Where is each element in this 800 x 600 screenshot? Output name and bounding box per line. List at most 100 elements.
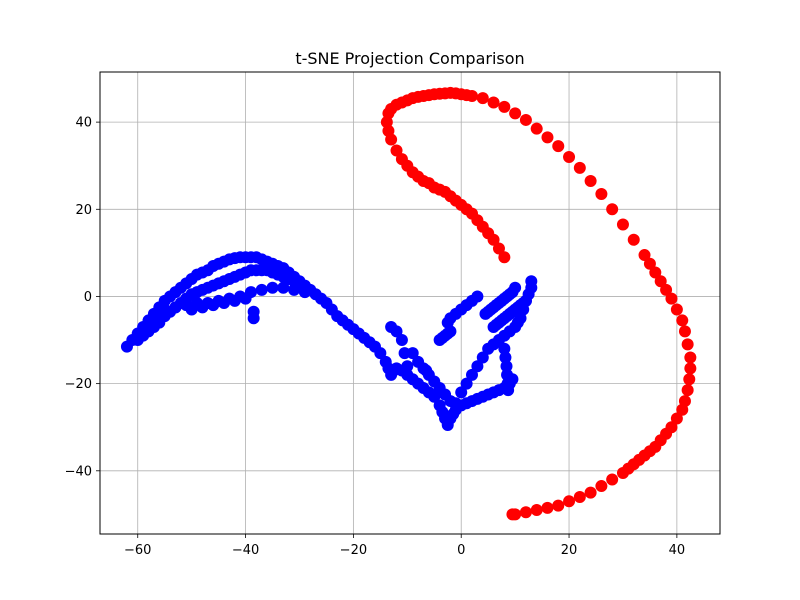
data-point	[239, 292, 252, 305]
data-point	[266, 281, 279, 294]
data-point	[530, 504, 543, 517]
y-tick-label: −20	[65, 377, 92, 392]
data-point	[541, 131, 554, 144]
data-point	[595, 480, 608, 493]
data-point	[684, 351, 697, 364]
data-point	[218, 297, 230, 309]
data-point	[506, 508, 519, 521]
scatter-points	[120, 86, 697, 521]
data-point	[530, 122, 543, 135]
data-point	[573, 490, 586, 503]
data-point	[519, 506, 532, 519]
data-point	[185, 303, 198, 316]
data-point	[627, 233, 640, 246]
x-tick-label: 40	[669, 543, 686, 558]
y-tick-label: −40	[65, 464, 92, 479]
data-point	[678, 325, 691, 338]
data-point	[660, 283, 673, 296]
data-point	[500, 360, 513, 373]
data-point	[519, 113, 532, 126]
axis-ticks: −60 −40 −20 0 20 40 −40 −20 0 20 40	[65, 116, 686, 558]
data-point	[595, 188, 608, 201]
data-point	[681, 338, 694, 351]
data-point	[563, 495, 576, 508]
y-tick-label: 20	[75, 203, 92, 218]
data-point	[466, 368, 478, 381]
data-point	[681, 384, 694, 397]
data-point	[498, 251, 511, 264]
x-tick-label: −20	[340, 543, 367, 558]
data-point	[288, 283, 301, 296]
series-0-points	[120, 251, 538, 432]
data-point	[683, 373, 696, 386]
data-point	[196, 301, 209, 314]
data-point	[492, 242, 505, 255]
data-point	[584, 174, 597, 187]
data-point	[498, 342, 511, 355]
data-point	[606, 203, 619, 216]
data-point	[509, 107, 522, 120]
data-point	[374, 347, 387, 360]
data-point	[649, 266, 662, 279]
data-point	[395, 334, 408, 347]
series-1-points	[380, 86, 697, 521]
data-point	[247, 312, 260, 325]
data-point	[390, 144, 403, 157]
data-point	[643, 257, 656, 270]
data-point	[476, 92, 489, 105]
data-point	[428, 390, 441, 403]
y-tick-label: 0	[84, 290, 92, 305]
x-tick-label: 0	[457, 543, 465, 558]
data-point	[158, 303, 171, 316]
data-point	[654, 275, 667, 288]
x-tick-label: 20	[561, 543, 578, 558]
data-point	[638, 249, 651, 262]
x-tick-label: −60	[124, 543, 151, 558]
y-tick-label: 40	[75, 116, 92, 131]
data-point	[449, 397, 462, 410]
data-point	[169, 301, 182, 314]
plot-frame	[99, 71, 721, 535]
data-point	[552, 499, 565, 512]
data-point	[255, 283, 268, 296]
x-tick-label: −40	[232, 543, 259, 558]
data-point	[584, 486, 597, 499]
data-point	[616, 218, 629, 231]
data-point	[684, 362, 697, 375]
data-point	[499, 351, 512, 364]
data-point	[509, 281, 522, 294]
chart-title: t-SNE Projection Comparison	[295, 49, 524, 68]
data-point	[616, 466, 629, 479]
data-point	[471, 290, 484, 303]
data-point	[525, 275, 538, 288]
data-point	[460, 377, 473, 390]
data-point	[519, 294, 532, 307]
data-point	[298, 286, 311, 299]
data-point	[670, 412, 683, 425]
data-point	[487, 96, 500, 109]
data-point	[563, 150, 576, 163]
data-point	[471, 360, 484, 373]
data-point	[670, 303, 683, 316]
data-point	[277, 281, 290, 294]
data-point	[228, 294, 241, 307]
data-point	[455, 386, 468, 399]
data-point	[406, 347, 419, 360]
data-point	[676, 403, 689, 416]
data-point	[606, 473, 619, 486]
data-point	[476, 351, 489, 364]
data-point	[395, 153, 408, 166]
data-point	[502, 384, 515, 397]
data-point	[466, 89, 478, 102]
data-point	[676, 314, 689, 327]
data-point	[573, 161, 586, 174]
data-point	[665, 292, 678, 305]
data-point	[207, 299, 220, 312]
data-point	[501, 368, 514, 381]
data-point	[552, 140, 565, 153]
data-point	[390, 325, 403, 338]
data-point	[541, 501, 554, 514]
data-point	[498, 100, 511, 113]
data-point	[401, 360, 414, 373]
